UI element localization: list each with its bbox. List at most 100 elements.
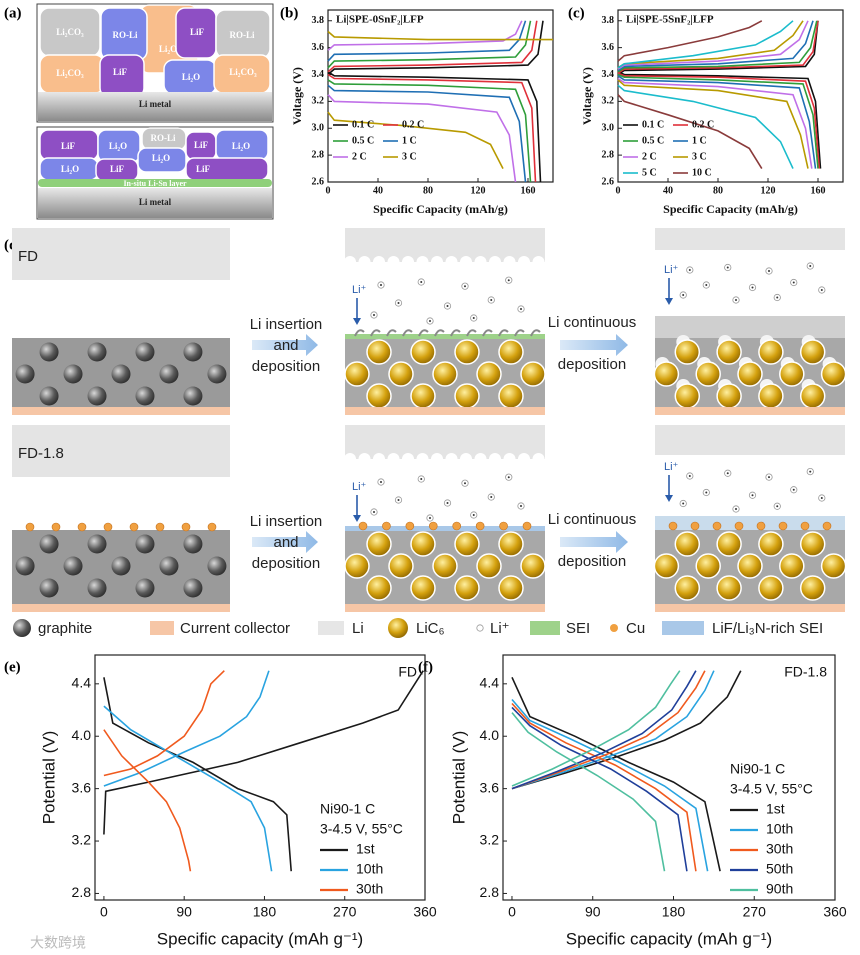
li-ion-core <box>472 514 475 516</box>
x-tick-label: 80 <box>713 185 723 196</box>
grain-label: Li₂CO₃ <box>56 68 84 78</box>
y-tick-label: 3.2 <box>312 96 325 107</box>
y-tick-label: 3.4 <box>602 69 615 80</box>
li-sn-layer <box>38 179 272 187</box>
legend-label: graphite <box>38 620 92 637</box>
cu <box>734 521 744 531</box>
legend-label: 5 C <box>642 167 657 178</box>
graphite <box>39 578 59 598</box>
li-ion-core <box>776 505 779 508</box>
charge-curve <box>327 20 527 62</box>
lic6 <box>344 553 370 579</box>
y-tick-label: 2.8 <box>312 149 325 160</box>
ion-label: Li⁺ <box>664 264 679 276</box>
charge-curve <box>617 20 763 62</box>
graphite <box>111 364 131 384</box>
lic6 <box>520 361 546 387</box>
lic6 <box>366 531 392 557</box>
li-deposit <box>373 256 385 268</box>
dendrite <box>354 329 365 337</box>
lic6 <box>432 361 458 387</box>
dendrite <box>450 329 461 337</box>
li-ion-core <box>792 488 795 491</box>
graphite <box>39 534 59 554</box>
li-ion-core <box>751 286 754 289</box>
ion-arrow-head <box>353 515 361 522</box>
x-axis-label: Specific capacity (mAh g⁻¹) <box>157 929 363 948</box>
li-deposit <box>402 256 414 268</box>
x-tick-label: 0 <box>100 903 108 919</box>
li-deposit <box>387 256 400 268</box>
li-ion-core <box>520 505 522 507</box>
process-arrow <box>252 531 318 553</box>
graphite <box>135 578 155 598</box>
li-deposit <box>445 453 458 465</box>
cu <box>428 521 438 531</box>
x-tick-label: 160 <box>521 185 536 196</box>
grain-label: LiF <box>113 67 128 77</box>
grain-label: Li₂CO₃ <box>229 67 257 77</box>
lic6 <box>498 531 524 557</box>
ion-arrow-head <box>353 318 361 325</box>
process-arrow <box>560 334 628 356</box>
li-deposit <box>518 256 530 268</box>
cu <box>103 522 113 532</box>
legend-swatch <box>150 621 174 635</box>
x-tick-label: 40 <box>373 185 383 196</box>
li-ion-core <box>507 279 510 282</box>
li-ion-core <box>705 491 708 494</box>
li-ion-core <box>776 296 779 299</box>
dendrite <box>498 329 509 337</box>
graphite <box>39 342 59 362</box>
current-collector <box>655 407 845 415</box>
legend-label: 10 C <box>692 167 712 178</box>
legend-label: SEI <box>566 620 590 637</box>
li-deposit <box>431 453 443 465</box>
graphite <box>63 364 83 384</box>
y-tick-label: 3.2 <box>72 832 92 848</box>
legend-label: LiC₆ <box>416 620 445 637</box>
graphite <box>183 342 203 362</box>
charge-curve <box>617 20 818 73</box>
y-tick-label: 2.6 <box>312 176 325 187</box>
li-deposit <box>387 453 400 465</box>
li-ion-core <box>735 508 737 510</box>
grain <box>137 147 187 173</box>
legend-label: Cu <box>626 620 645 637</box>
legend-label: Li <box>352 620 364 637</box>
discharge-curve <box>511 702 697 872</box>
dendrite <box>386 329 397 337</box>
discharge-curve <box>103 677 292 872</box>
grain-label: Li₂O <box>232 141 250 151</box>
li-ion-core <box>688 475 691 477</box>
charge-curve <box>617 20 819 76</box>
cu <box>756 521 766 531</box>
lic6 <box>695 553 721 579</box>
discharge-curve <box>617 79 809 169</box>
panel-label: (c) <box>568 5 585 21</box>
step-text: deposition <box>558 553 626 570</box>
discharge-curve <box>617 94 763 170</box>
y-axis-label: Potential (V) <box>449 731 468 825</box>
discharge-curve <box>617 72 821 169</box>
step-text: deposition <box>252 555 320 572</box>
li-deposit <box>460 256 472 268</box>
charge-curve <box>617 20 794 69</box>
cu <box>207 522 217 532</box>
lic6 <box>737 553 763 579</box>
charge-curve <box>511 670 681 787</box>
panel-label: (e) <box>4 659 21 675</box>
lic6 <box>410 575 436 601</box>
discharge-curve <box>103 705 273 872</box>
legend-swatch <box>476 624 484 632</box>
y-tick-label: 4.0 <box>72 727 92 743</box>
y-tick-label: 3.2 <box>602 96 615 107</box>
lic6 <box>737 361 763 387</box>
y-tick-label: 3.0 <box>602 123 615 134</box>
y-tick-label: 2.8 <box>480 884 500 900</box>
legend-label: 10th <box>766 821 793 837</box>
y-tick-label: 3.6 <box>312 42 325 53</box>
lic6 <box>674 383 701 409</box>
x-axis-label: Specific Capacity (mAh/g) <box>663 202 798 216</box>
li-deposit <box>344 256 356 268</box>
